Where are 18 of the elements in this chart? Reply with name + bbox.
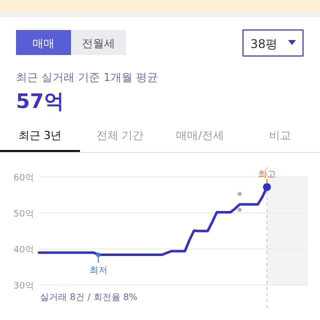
text: 매매 (32, 37, 54, 50)
text: 전월세 (82, 37, 115, 50)
annotation: 최저 (89, 266, 108, 276)
text: 최근 3년 (18, 129, 62, 142)
y-tick-label: 60억 (14, 174, 34, 184)
y-tick-label: 50억 (14, 210, 34, 220)
annotation: 최고 (258, 170, 276, 180)
chart-subtitle: 57억 (16, 89, 64, 113)
text: 전체 기간 (96, 129, 144, 142)
text: 매매/전세 (176, 129, 224, 142)
text: 비교 (269, 129, 291, 142)
point (238, 208, 242, 212)
y-tick-label: 30억 (14, 282, 34, 292)
y-tick-label: 40억 (14, 246, 34, 256)
chart-title: 최근 실거래 기준 1개월 평균 (16, 71, 158, 84)
text: 실거래 8건 / 회전율 8% (40, 293, 138, 303)
point (238, 192, 242, 196)
text: 38평 (250, 37, 278, 51)
